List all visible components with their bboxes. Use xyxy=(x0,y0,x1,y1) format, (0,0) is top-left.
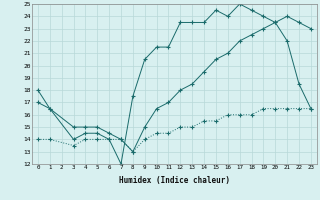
X-axis label: Humidex (Indice chaleur): Humidex (Indice chaleur) xyxy=(119,176,230,185)
